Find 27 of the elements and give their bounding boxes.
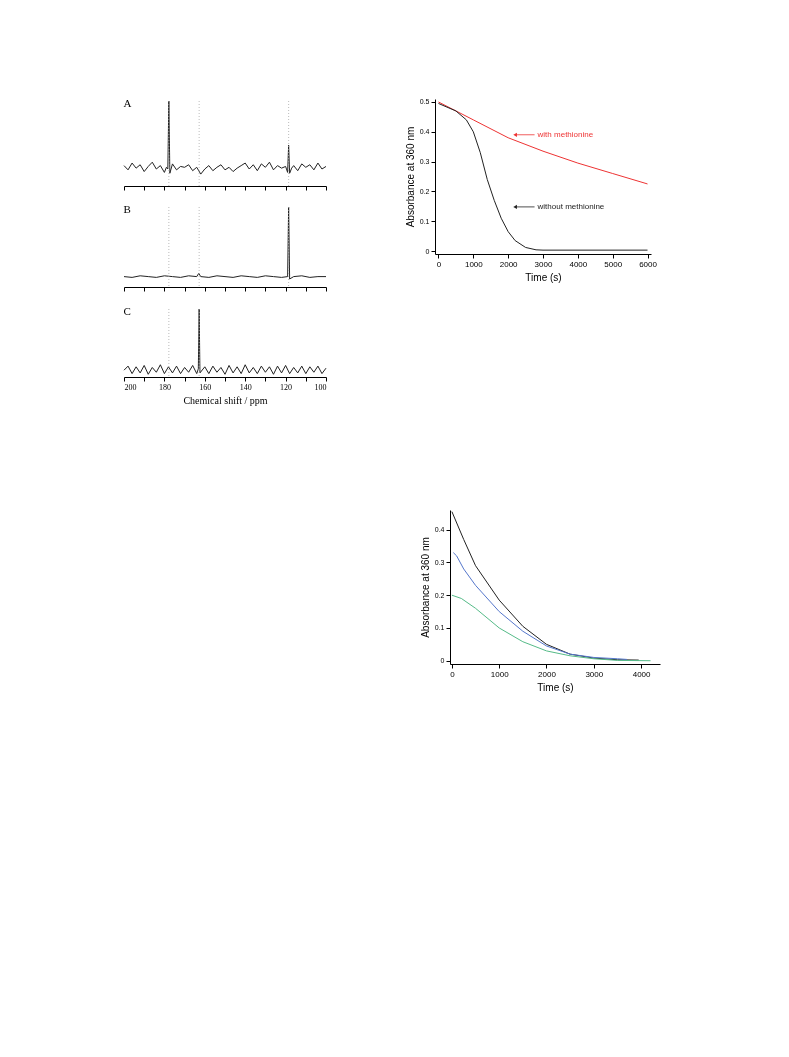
- x-tick-label: 1000: [490, 669, 510, 679]
- x-tick-label: 120: [280, 382, 293, 392]
- x-tick-label: 2000: [499, 259, 519, 269]
- x-tick-label: 0: [450, 669, 456, 679]
- x-axis-title: Time (s): [525, 271, 562, 283]
- annotation: without methionine: [536, 201, 605, 211]
- x-tick-label: 140: [239, 382, 252, 392]
- annotation: with methionine: [536, 129, 594, 139]
- x-tick-label: 100: [314, 382, 327, 392]
- x-tick-label: 4000: [569, 259, 588, 269]
- x-tick-label: 180: [158, 382, 171, 392]
- chart-title: C: [123, 304, 131, 317]
- x-tick-label: 5000: [604, 259, 623, 269]
- x-tick-label: 2000: [538, 669, 557, 679]
- x-tick-label: 1000: [464, 259, 484, 269]
- x-tick-label: 3000: [585, 669, 604, 679]
- chart-title: A: [123, 96, 132, 109]
- x-tick-label: 160: [199, 382, 212, 392]
- x-tick-label: 4000: [632, 669, 652, 679]
- x-axis-title: Time (s): [537, 681, 574, 693]
- y-axis-title: Absorbance at 360 nm: [404, 126, 416, 228]
- chart-title: B: [123, 202, 131, 215]
- x-tick-label: 3000: [534, 259, 553, 269]
- y-axis-title: Absorbance at 360 nm: [419, 537, 431, 638]
- x-tick-label: 6000: [639, 259, 658, 269]
- x-axis-title: Chemical shift / ppm: [183, 394, 268, 406]
- x-tick-label: 200: [124, 382, 137, 392]
